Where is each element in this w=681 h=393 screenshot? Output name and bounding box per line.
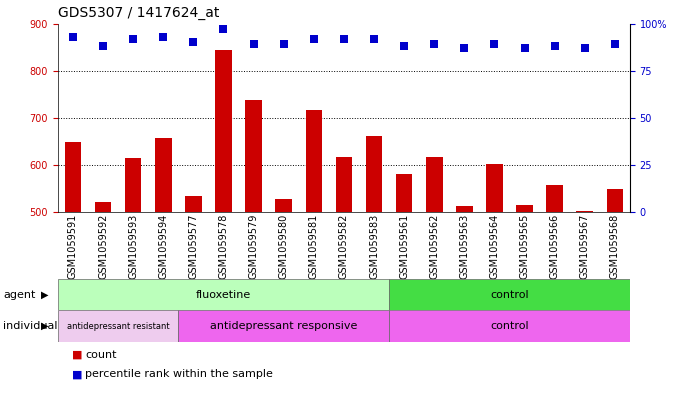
- Point: [158, 34, 169, 40]
- Point: [609, 41, 620, 48]
- Bar: [95, 202, 111, 212]
- Bar: [389, 310, 630, 342]
- Point: [188, 39, 199, 46]
- Text: individual: individual: [3, 321, 58, 331]
- Bar: [215, 50, 232, 212]
- Point: [279, 41, 289, 48]
- Text: count: count: [85, 350, 116, 360]
- Text: antidepressant resistant: antidepressant resistant: [67, 322, 170, 331]
- Point: [248, 41, 259, 48]
- Bar: [155, 138, 172, 212]
- Bar: [366, 136, 382, 212]
- Point: [580, 45, 590, 51]
- Bar: [546, 185, 563, 212]
- Text: control: control: [490, 321, 529, 331]
- Point: [519, 45, 530, 51]
- Text: fluoxetine: fluoxetine: [196, 290, 251, 300]
- Point: [218, 26, 229, 32]
- Bar: [389, 279, 630, 310]
- Point: [128, 35, 139, 42]
- Bar: [125, 158, 142, 212]
- Text: ▶: ▶: [41, 321, 48, 331]
- Point: [398, 43, 409, 50]
- Bar: [275, 199, 292, 212]
- Bar: [396, 174, 413, 212]
- Bar: [336, 156, 352, 212]
- Bar: [577, 211, 593, 212]
- Point: [97, 43, 108, 50]
- Point: [308, 35, 319, 42]
- Bar: [516, 205, 533, 212]
- Text: percentile rank within the sample: percentile rank within the sample: [85, 369, 273, 379]
- Bar: [456, 206, 473, 212]
- Bar: [245, 100, 262, 212]
- Bar: [58, 310, 178, 342]
- Bar: [306, 110, 322, 212]
- Text: GDS5307 / 1417624_at: GDS5307 / 1417624_at: [58, 6, 219, 20]
- Bar: [58, 279, 389, 310]
- Bar: [185, 196, 202, 212]
- Point: [459, 45, 470, 51]
- Point: [549, 43, 560, 50]
- Bar: [65, 142, 81, 212]
- Text: antidepressant responsive: antidepressant responsive: [210, 321, 358, 331]
- Text: control: control: [490, 290, 529, 300]
- Bar: [607, 189, 623, 212]
- Point: [429, 41, 440, 48]
- Point: [338, 35, 349, 42]
- Point: [489, 41, 500, 48]
- Point: [67, 34, 78, 40]
- Text: agent: agent: [3, 290, 36, 300]
- Text: ▶: ▶: [41, 290, 48, 300]
- Point: [368, 35, 379, 42]
- Bar: [486, 163, 503, 212]
- Text: ■: ■: [72, 350, 82, 360]
- Text: ■: ■: [72, 369, 82, 379]
- Bar: [426, 157, 443, 212]
- Bar: [178, 310, 389, 342]
